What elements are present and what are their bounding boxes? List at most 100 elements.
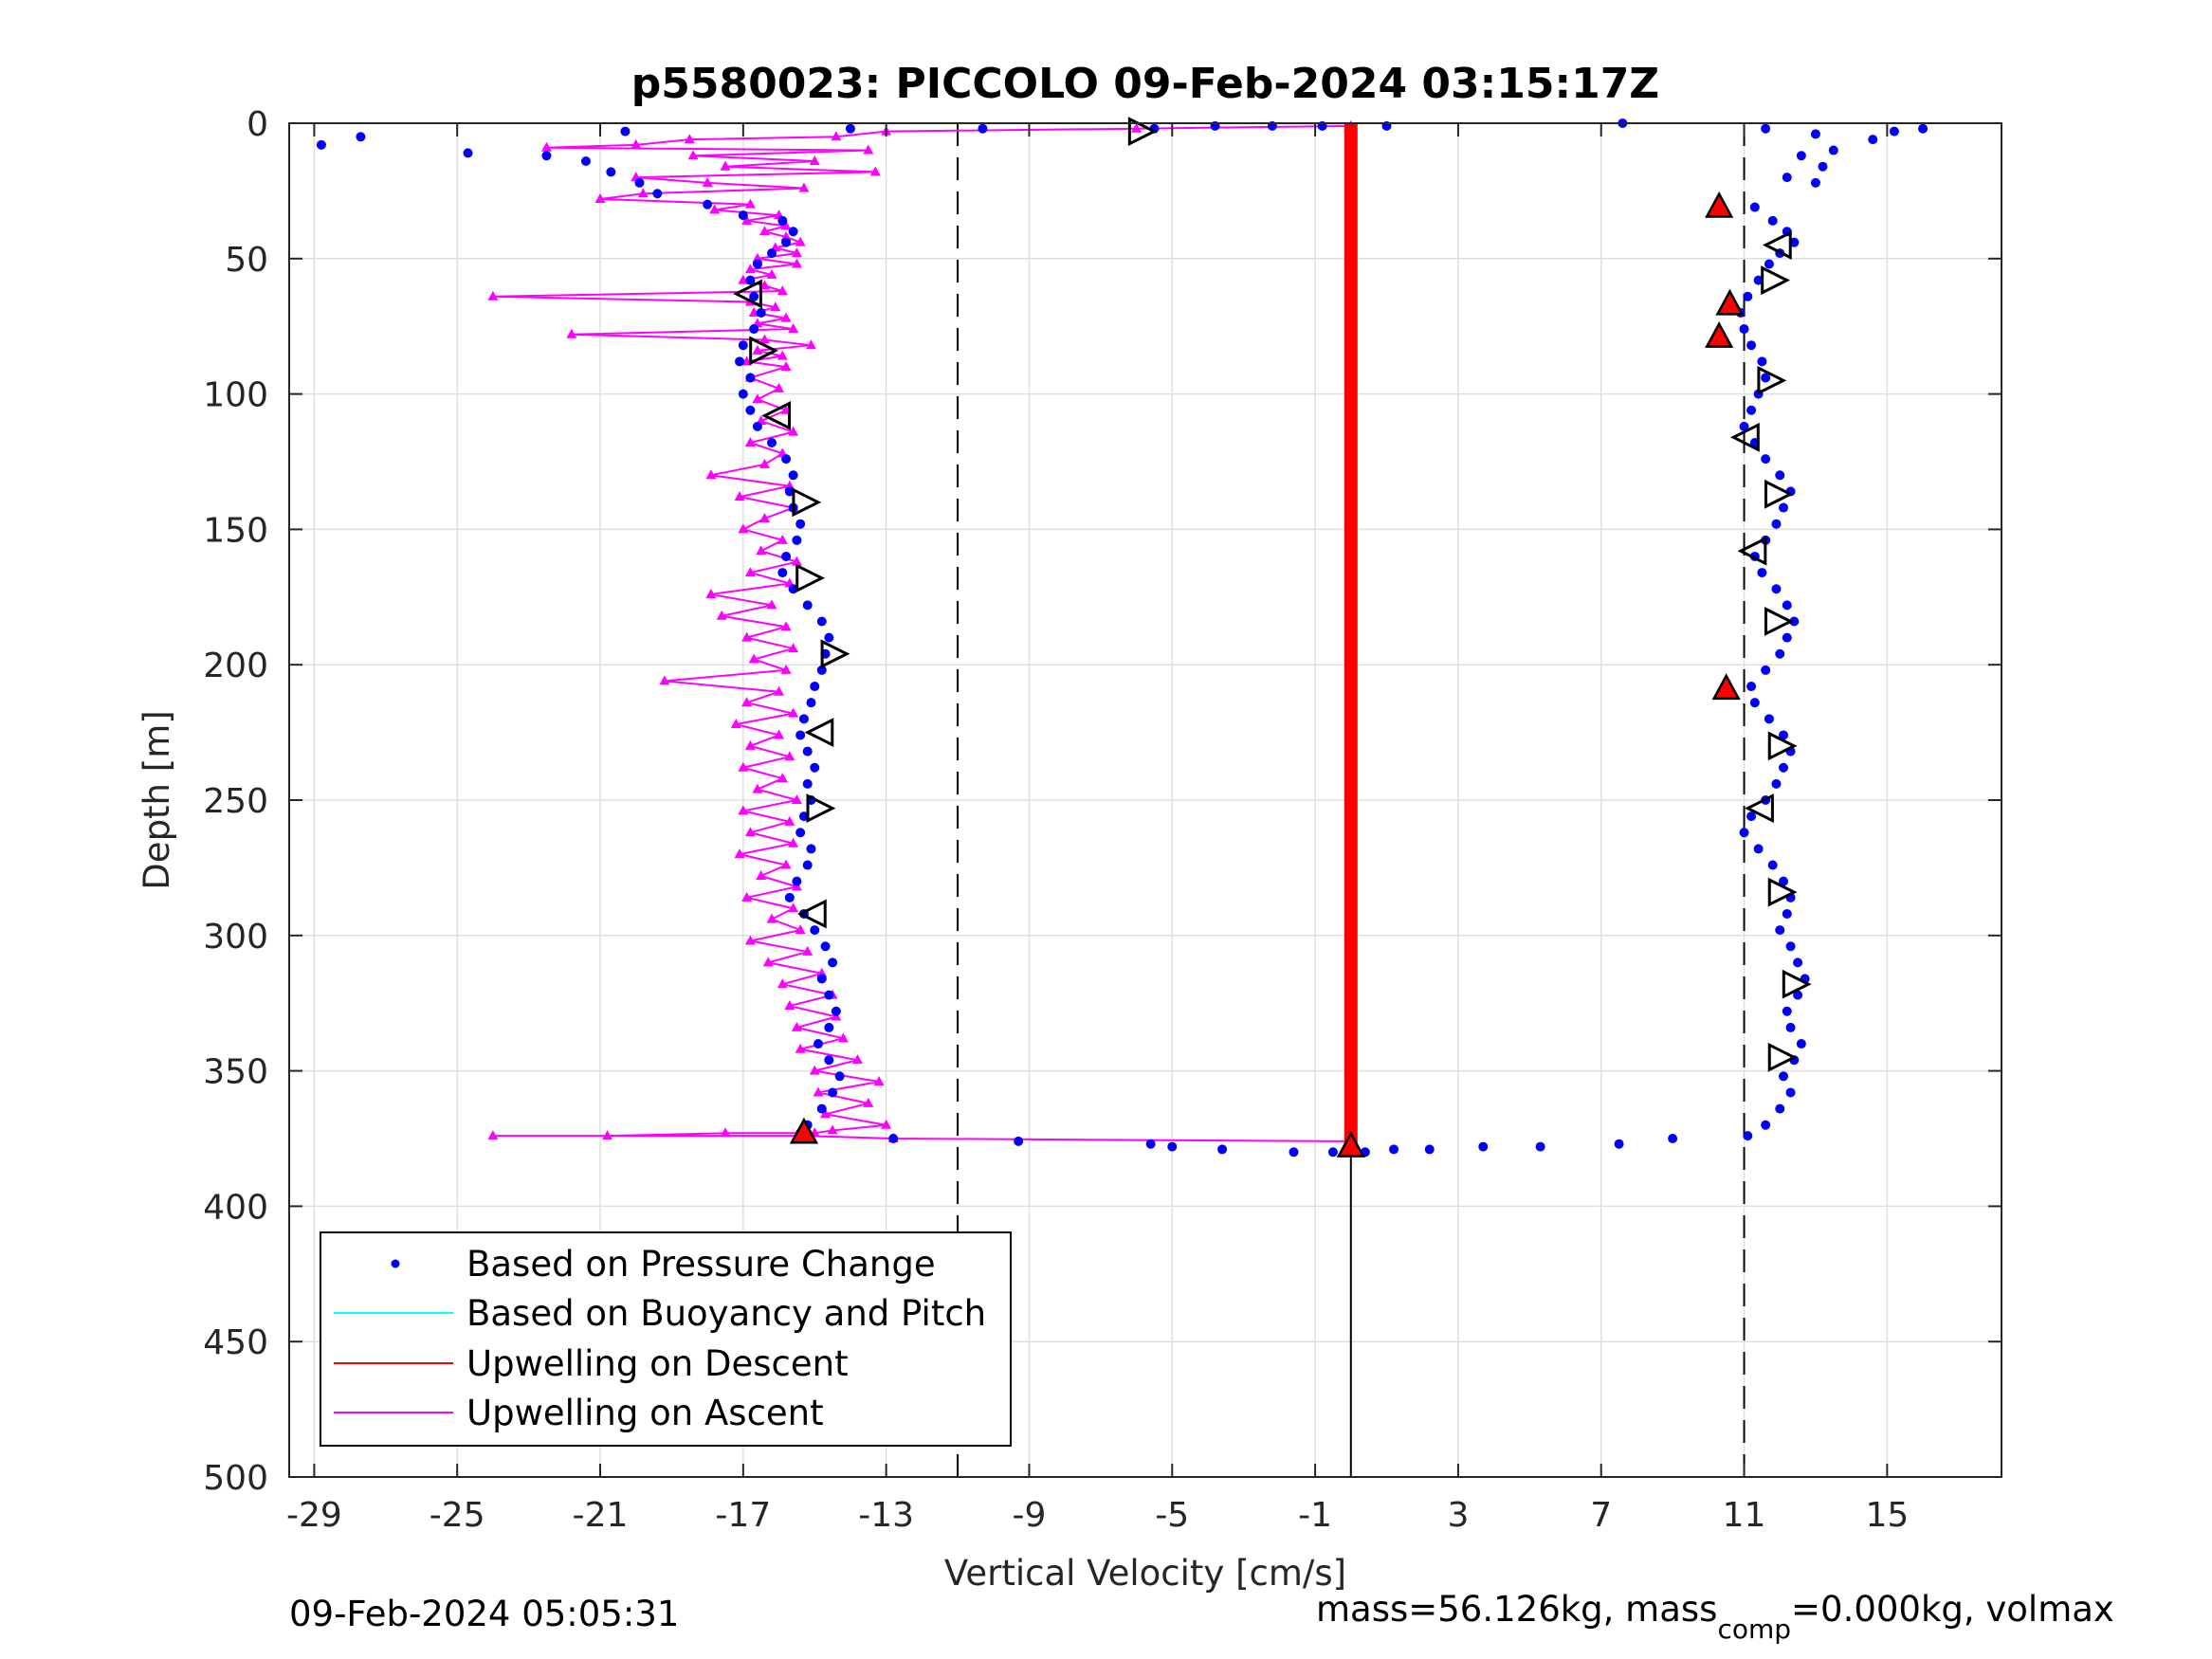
pressure-point: [798, 714, 809, 724]
ascent-line: [492, 124, 1351, 1142]
pressure-point: [1757, 568, 1767, 578]
footer-mass-prefix: mass=56.126kg, mass: [1316, 1589, 1717, 1630]
ascent-marker: [766, 913, 777, 923]
pressure-point: [738, 210, 748, 221]
ascent-marker: [684, 134, 695, 144]
ascent-marker: [788, 426, 799, 436]
ascent-marker: [1131, 122, 1143, 133]
ascent-marker: [720, 160, 731, 171]
pressure-point: [1828, 145, 1838, 155]
pressure-point: [1478, 1141, 1489, 1152]
pressure-point: [1775, 925, 1785, 936]
ascent-marker: [762, 957, 774, 967]
open-triangle-marker: [1757, 365, 1787, 395]
ascent-marker: [784, 480, 795, 490]
pressure-point: [795, 519, 806, 529]
pressure-point: [620, 126, 631, 137]
ascent-marker: [774, 729, 785, 739]
ascent-marker: [741, 214, 753, 225]
ascent-marker: [702, 176, 713, 187]
pressure-point: [1389, 1144, 1399, 1155]
pressure-point: [1775, 1103, 1785, 1114]
pressure-point: [738, 389, 748, 399]
pressure-point: [1789, 616, 1800, 627]
pressure-point: [1779, 762, 1789, 773]
pressure-point: [824, 990, 834, 1000]
pressure-point: [777, 568, 788, 578]
pressure-point: [788, 470, 798, 481]
y-tick-label: 500: [203, 1459, 268, 1498]
pressure-point: [1289, 1147, 1299, 1158]
ascent-marker: [837, 1032, 849, 1043]
pressure-point: [634, 177, 645, 188]
red-triangle-marker: [1715, 288, 1745, 316]
ascent-marker: [791, 794, 802, 804]
ascent-marker: [687, 150, 699, 160]
open-triangle-marker: [749, 336, 779, 366]
ascent-marker: [791, 1021, 802, 1031]
pressure-point: [756, 307, 766, 318]
ascent-marker: [705, 588, 717, 598]
pressure-point: [1746, 340, 1757, 351]
pressure-point: [824, 632, 834, 643]
legend-box: [320, 1231, 1012, 1447]
pressure-point: [792, 535, 802, 545]
pressure-point: [1761, 454, 1771, 465]
pressure-point: [816, 616, 827, 627]
pressure-point: [1918, 123, 1929, 134]
pressure-point: [749, 291, 759, 301]
y-tick-label: 350: [203, 1053, 268, 1092]
pressure-point: [1782, 173, 1792, 183]
ascent-marker: [602, 1130, 613, 1140]
pressure-point: [1785, 1087, 1796, 1098]
ascent-marker: [759, 458, 770, 468]
footer-mass-subscript: comp: [1717, 1613, 1791, 1645]
x-tick-label: 3: [1447, 1496, 1469, 1535]
pressure-point: [834, 1071, 845, 1082]
ascent-marker: [770, 301, 781, 312]
ascent-marker: [780, 859, 792, 869]
red-triangle-marker: [1705, 320, 1734, 348]
pressure-point: [1614, 1139, 1624, 1149]
open-triangle-marker: [1767, 877, 1798, 907]
ascent-marker: [805, 339, 816, 350]
x-axis-label: Vertical Velocity [cm/s]: [944, 1553, 1346, 1594]
ascent-marker: [788, 902, 799, 913]
pressure-point: [824, 1022, 834, 1032]
y-tick-label: 250: [203, 782, 268, 821]
pressure-point: [738, 340, 748, 351]
open-triangle-marker: [1761, 265, 1791, 296]
pressure-point: [810, 682, 820, 692]
ascent-marker: [720, 1127, 731, 1138]
series-upwelling-on-ascent: [487, 119, 1357, 1145]
ascent-marker: [705, 469, 717, 480]
ascent-marker: [788, 643, 799, 653]
ascent-marker: [744, 567, 756, 577]
pressure-point: [1739, 324, 1749, 335]
ascent-marker: [752, 344, 763, 355]
pressure-point: [1782, 908, 1792, 919]
pressure-point: [1810, 177, 1820, 188]
pressure-point: [781, 551, 792, 561]
ascent-marker: [827, 1124, 838, 1135]
ascent-marker: [744, 827, 756, 837]
open-triangle-marker: [1762, 230, 1792, 260]
pressure-point: [1749, 202, 1760, 212]
ascent-marker: [780, 621, 792, 631]
pressure-point: [766, 438, 777, 448]
pressure-point: [1327, 1147, 1338, 1158]
pressure-point: [1782, 1006, 1792, 1016]
ascent-marker: [788, 323, 799, 334]
ascent-marker: [791, 556, 802, 566]
pressure-point: [781, 454, 792, 465]
pressure-point: [463, 148, 473, 158]
ascent-marker: [780, 664, 792, 674]
pressure-point: [1793, 957, 1803, 968]
pressure-point: [1753, 844, 1764, 854]
ascent-marker: [863, 144, 874, 155]
ascent-marker: [873, 1076, 885, 1086]
ascent-marker: [752, 393, 763, 404]
ascent-marker: [784, 815, 795, 826]
pressure-point: [1785, 941, 1796, 952]
